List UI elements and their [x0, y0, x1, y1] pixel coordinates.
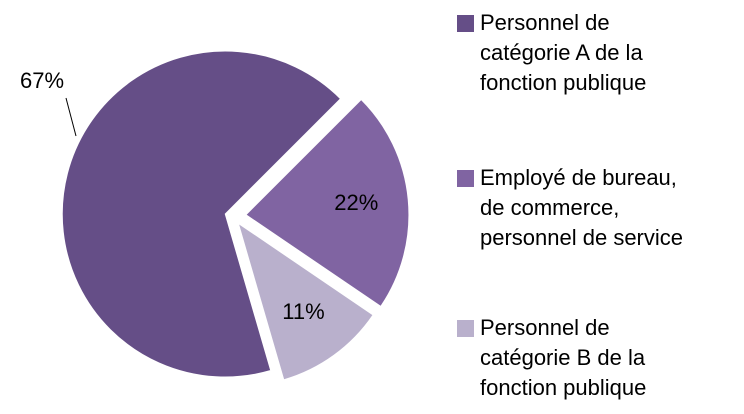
legend-label: Employé de bureau, de commerce, personne…: [480, 165, 684, 250]
legend-swatch: [457, 320, 474, 337]
pie-slice: [61, 50, 342, 378]
legend-swatch: [457, 170, 474, 187]
legend-label: Personnel de catégorie A de la fonction …: [480, 10, 647, 95]
legend-swatch: [457, 15, 474, 32]
data-label: 67%: [20, 68, 64, 93]
legend-label: Personnel de catégorie B de la fonction …: [480, 315, 647, 400]
leader-line: [65, 97, 77, 137]
pie-slice: [237, 222, 374, 381]
data-label: 22%: [334, 190, 378, 215]
chart: 67% 22% 11%: [20, 50, 410, 381]
data-label: 11%: [282, 299, 324, 324]
pie-slice: [245, 98, 410, 308]
